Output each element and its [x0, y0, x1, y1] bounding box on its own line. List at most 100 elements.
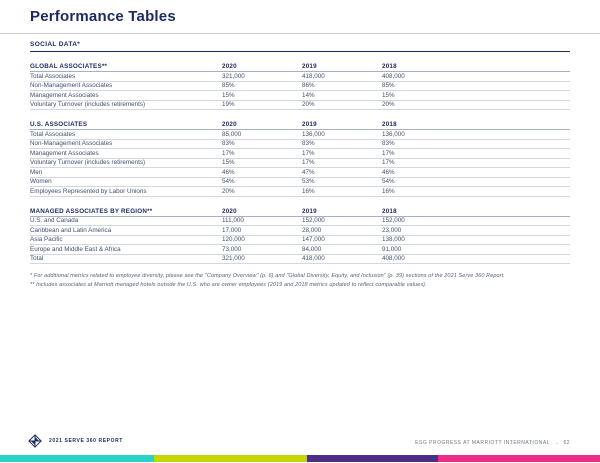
- footer-color-bar: [0, 455, 600, 462]
- row-label: Europe and Middle East & Africa: [30, 245, 121, 253]
- row-value-2019: 84,000: [302, 245, 322, 253]
- table-managed-associates-by-region: MANAGED ASSOCIATES BY REGION** 2020 2019 20…: [30, 207, 570, 264]
- row-value-2019: 53%: [302, 178, 315, 186]
- table-row: Asia Pacific 120,000 147,000 138,000: [30, 236, 570, 245]
- row-label: Employees Represented by Labor Unions: [30, 187, 147, 195]
- row-label: Voluntary Turnover (includes retirements…: [30, 101, 146, 109]
- row-label: Voluntary Turnover (includes retirements…: [30, 159, 146, 167]
- page-number: 62: [563, 440, 570, 446]
- row-value-2018: 54%: [382, 178, 395, 186]
- row-value-2020: 321,000: [222, 72, 245, 80]
- row-value-2019: 136,000: [302, 130, 325, 138]
- row-value-2019: 152,000: [302, 217, 325, 225]
- page-footer: 2021 SERVE 360 REPORT ESG PROGRESS AT MA…: [0, 432, 600, 448]
- footnote-text: * For additional metrics related to empl…: [30, 273, 505, 279]
- row-value-2020: 19%: [222, 101, 235, 109]
- row-value-2018: 408,000: [382, 255, 405, 263]
- content-area: SOCIAL DATA* GLOBAL ASSOCIATES** 2020 2019…: [30, 41, 570, 291]
- row-value-2020: 54%: [222, 178, 235, 186]
- row-value-2018: 85%: [382, 82, 395, 90]
- table-row: Total 321,000 418,000 408,000: [30, 255, 570, 264]
- row-value-2019: 17%: [302, 149, 315, 157]
- table-row: Total Associates 321,000 418,000 408,000: [30, 72, 570, 82]
- table-row: U.S. and Canada 111,000 152,000 152,000: [30, 217, 570, 226]
- color-bar-purple: [307, 455, 438, 462]
- serve-360-compass-icon: [28, 434, 42, 448]
- row-value-2020: 73,000: [222, 245, 242, 253]
- table-row: Management Associates 17% 17% 17%: [30, 149, 570, 159]
- table-row: Employees Represented by Labor Unions 20%…: [30, 187, 570, 197]
- footer-left: 2021 SERVE 360 REPORT: [28, 434, 123, 448]
- row-value-2019: 16%: [302, 187, 315, 195]
- row-value-2018: 17%: [382, 159, 395, 167]
- title-divider: [0, 33, 600, 34]
- row-label: Management Associates: [30, 149, 99, 157]
- page-title: Performance Tables: [30, 8, 176, 25]
- year-column-header: 2018: [382, 63, 397, 70]
- row-value-2018: 138,000: [382, 236, 405, 244]
- row-label: Non-Management Associates: [30, 82, 113, 90]
- table-row: Non-Management Associates 83% 83% 83%: [30, 140, 570, 149]
- row-value-2020: 15%: [222, 91, 235, 99]
- row-label: Total Associates: [30, 72, 76, 80]
- year-column-header: 2020: [222, 121, 237, 128]
- table-header-label: U.S. ASSOCIATES: [30, 121, 88, 128]
- row-label: Total: [30, 255, 44, 263]
- year-column-header: 2018: [382, 207, 397, 215]
- row-value-2019: 28,000: [302, 226, 322, 234]
- table-u-s-associates: U.S. ASSOCIATES 2020 2019 2018 Total Associa…: [30, 120, 570, 197]
- color-bar-magenta: [437, 455, 600, 462]
- table-row: Voluntary Turnover (includes retirements…: [30, 159, 570, 168]
- row-value-2020: 321,000: [222, 255, 245, 263]
- footer-esg-text: ESG PROGRESS AT MARRIOTT INTERNATIONAL: [415, 440, 550, 446]
- section-label-social-data: SOCIAL DATA*: [30, 41, 570, 52]
- table-global-associates: GLOBAL ASSOCIATES** 2020 2019 2018 Total Ass…: [30, 62, 570, 110]
- table-header-row: U.S. ASSOCIATES 2020 2019 2018: [30, 120, 570, 130]
- row-value-2019: 83%: [302, 140, 315, 148]
- row-value-2019: 17%: [302, 159, 315, 167]
- table-row: Men 46% 47% 46%: [30, 168, 570, 178]
- row-value-2018: 17%: [382, 149, 395, 157]
- row-label: Management Associates: [30, 91, 99, 99]
- row-value-2018: 408,000: [382, 72, 405, 80]
- table-row: Women 54% 53% 54%: [30, 178, 570, 187]
- row-value-2018: 152,000: [382, 217, 405, 225]
- year-column-header: 2020: [222, 207, 237, 215]
- row-value-2020: 83%: [222, 140, 235, 148]
- footer-right: ESG PROGRESS AT MARRIOTT INTERNATIONAL →…: [415, 440, 570, 446]
- footnotes: * For additional metrics related to empl…: [30, 272, 570, 291]
- row-value-2020: 17,000: [222, 226, 242, 234]
- color-bar-chartreuse: [153, 455, 308, 462]
- row-value-2020: 85%: [222, 82, 235, 90]
- row-value-2018: 16%: [382, 187, 395, 195]
- footnote-text: ** Includes associates at Marriott manag…: [30, 282, 427, 289]
- table-header-row: MANAGED ASSOCIATES BY REGION** 2020 2019 20…: [30, 207, 570, 217]
- row-label: Non-Management Associates: [30, 140, 113, 148]
- table-header-label: GLOBAL ASSOCIATES**: [30, 63, 108, 70]
- table-row: Caribbean and Latin America 17,000 28,000 2…: [30, 226, 570, 236]
- year-column-header: 2019: [302, 121, 317, 128]
- row-value-2020: 111,000: [222, 217, 244, 225]
- table-header-label: MANAGED ASSOCIATES BY REGION**: [30, 207, 153, 215]
- row-value-2018: 136,000: [382, 130, 405, 138]
- row-value-2020: 15%: [222, 159, 235, 167]
- row-value-2020: 20%: [222, 187, 235, 195]
- color-bar-teal: [0, 455, 154, 462]
- year-column-header: 2018: [382, 121, 397, 128]
- row-label: Women: [30, 178, 52, 186]
- row-value-2018: 23,000: [382, 226, 402, 234]
- row-value-2018: 91,000: [382, 245, 402, 253]
- table-header-row: GLOBAL ASSOCIATES** 2020 2019 2018: [30, 62, 570, 72]
- row-label: Men: [30, 168, 43, 176]
- row-label: U.S. and Canada: [30, 217, 79, 225]
- table-row: Voluntary Turnover (includes retirements…: [30, 101, 570, 110]
- row-value-2019: 86%: [302, 82, 315, 90]
- row-value-2019: 20%: [302, 101, 315, 109]
- row-value-2018: 46%: [382, 168, 395, 176]
- arrow-right-icon: →: [553, 440, 560, 446]
- footer-report-label: 2021 SERVE 360 REPORT: [49, 438, 123, 444]
- year-column-header: 2019: [302, 207, 317, 215]
- year-column-header: 2019: [302, 63, 317, 70]
- row-label: Caribbean and Latin America: [30, 226, 112, 234]
- year-column-header: 2020: [222, 63, 237, 70]
